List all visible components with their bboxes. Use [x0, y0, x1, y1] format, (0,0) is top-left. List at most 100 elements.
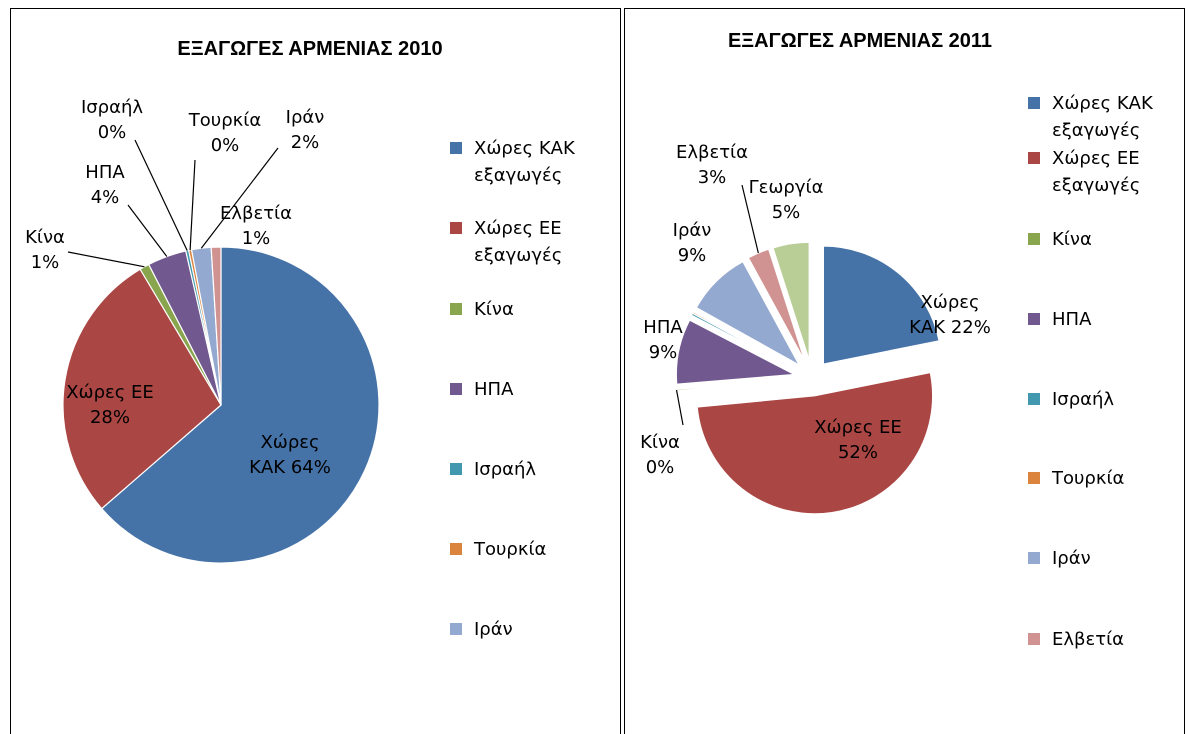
legend-entry: Τουρκία — [1028, 465, 1189, 492]
legend-text: Ισραήλ — [1052, 389, 1115, 410]
legend-text: ΗΠΑ — [1052, 309, 1092, 330]
label-category: Ελβετία — [219, 203, 293, 224]
pie-slice — [691, 310, 797, 370]
legend-text: Τουρκία — [1052, 468, 1125, 489]
legend-entry: Ισραήλ — [450, 456, 614, 483]
data-label: Ισραήλ 0% — [72, 95, 152, 145]
legend-entry: Χώρες ΚΑΚ εξαγωγές — [1028, 90, 1189, 144]
data-label: Ελβετία 1% — [216, 201, 296, 251]
pie-slice — [210, 246, 222, 406]
data-label: Χώρες ΚΑΚ 64% — [245, 430, 335, 480]
legend-text: Κίνα — [474, 299, 514, 320]
legend-text: Χώρες ΕΕ εξαγωγές — [474, 218, 563, 266]
pie-slice — [100, 246, 380, 564]
chart-title: ΕΞΑΓΩΓΕΣ ΑΡΜΕΝΙΑΣ 2010 — [177, 38, 443, 60]
leader-line — [134, 139, 188, 251]
legend-text: ΗΠΑ — [474, 379, 514, 400]
pie-slice — [772, 241, 810, 361]
legend-swatch — [450, 623, 462, 635]
legend-entry: Κίνα — [450, 296, 614, 323]
label-category: Ιράν — [672, 220, 712, 241]
label-value: 28% — [89, 407, 130, 428]
data-label: ΗΠΑ 9% — [633, 315, 693, 365]
legend-text: Ιράν — [474, 619, 513, 640]
pie-slice — [62, 268, 222, 510]
label-value: 3% — [697, 167, 727, 188]
legend-swatch — [1028, 552, 1040, 564]
pie-slice — [822, 245, 940, 365]
pie-slice — [675, 319, 797, 385]
label-category: Κίνα — [640, 432, 680, 453]
legend-swatch — [1028, 97, 1040, 109]
label-value: 0% — [97, 122, 127, 143]
data-label: Ελβετία 3% — [672, 140, 752, 190]
chart-frame — [10, 8, 621, 734]
legend-entry: Χώρες ΕΕ εξαγωγές — [450, 215, 614, 269]
legend-text: Ιράν — [1052, 548, 1091, 569]
legend-swatch — [1028, 233, 1040, 245]
data-label: Κίνα 0% — [630, 430, 690, 480]
label-value: 4% — [90, 187, 120, 208]
legend-text: Κίνα — [1052, 229, 1092, 250]
label-category: Χώρες ΕΕ — [814, 417, 902, 438]
label-value: 9% — [648, 342, 678, 363]
legend-swatch — [450, 543, 462, 555]
legend-swatch — [450, 222, 462, 234]
label-category: Χώρες ΚΑΚ — [909, 292, 980, 338]
legend-text: Ισραήλ — [474, 459, 537, 480]
label-category: ΗΠΑ — [85, 162, 125, 183]
data-label: Ιράν 2% — [275, 105, 335, 155]
legend-text: Τουρκία — [474, 539, 547, 560]
legend-text: Χώρες ΚΑΚ εξαγωγές — [1052, 93, 1153, 141]
legend-swatch — [450, 303, 462, 315]
leader-line — [67, 251, 145, 268]
legend-swatch — [450, 383, 462, 395]
leader-line — [189, 159, 196, 251]
legend-entry: Ιράν — [450, 616, 614, 643]
label-category: Τουρκία — [188, 110, 262, 131]
label-value: 1% — [30, 252, 60, 273]
label-value: 5% — [771, 202, 801, 223]
legend-entry: ΗΠΑ — [450, 376, 614, 403]
legend-swatch — [1028, 633, 1040, 645]
data-label: Ιράν 9% — [662, 218, 722, 268]
leader-line — [675, 389, 684, 426]
data-label: Χώρες ΕΕ 28% — [60, 380, 160, 430]
label-value: 1% — [241, 228, 271, 249]
legend-swatch — [1028, 472, 1040, 484]
legend-swatch — [450, 142, 462, 154]
label-value: 52% — [837, 442, 878, 463]
label-category: ΗΠΑ — [643, 317, 683, 338]
legend-text: Χώρες ΕΕ εξαγωγές — [1052, 148, 1141, 196]
label-value: 9% — [677, 245, 707, 266]
legend-entry: Χώρες ΚΑΚ εξαγωγές — [450, 135, 614, 189]
label-category: Κίνα — [25, 227, 65, 248]
pie-slice — [696, 371, 934, 515]
legend-entry: Ιράν — [1028, 545, 1189, 572]
pie-slice — [695, 260, 801, 367]
legend-swatch — [1028, 393, 1040, 405]
legend-text: Ελβετία — [1052, 629, 1125, 650]
label-category: Ιράν — [285, 107, 325, 128]
legend-entry: Ελβετία — [1028, 626, 1189, 653]
data-label: Κίνα 1% — [15, 225, 75, 275]
data-label: Χώρες ΕΕ 52% — [813, 415, 903, 465]
label-category: Χώρες ΕΕ — [66, 382, 154, 403]
chart-frame — [624, 8, 1185, 734]
data-label: ΗΠΑ 4% — [75, 160, 135, 210]
label-category: Χώρες ΚΑΚ — [249, 432, 320, 478]
legend-swatch — [1028, 313, 1040, 325]
label-value: 2% — [290, 132, 320, 153]
legend-entry: Χώρες ΕΕ εξαγωγές — [1028, 145, 1189, 199]
legend-swatch — [450, 463, 462, 475]
legend-text: Χώρες ΚΑΚ εξαγωγές — [474, 138, 575, 186]
legend-swatch — [1028, 152, 1040, 164]
data-label: Χώρες ΚΑΚ 22% — [905, 290, 995, 340]
chart-title: ΕΞΑΓΩΓΕΣ ΑΡΜΕΝΙΑΣ 2011 — [727, 30, 993, 52]
data-label: Τουρκία 0% — [175, 108, 275, 158]
data-label: Γεωργία 5% — [741, 175, 831, 225]
label-category: Γεωργία — [748, 177, 824, 198]
label-category: Ελβετία — [675, 142, 749, 163]
